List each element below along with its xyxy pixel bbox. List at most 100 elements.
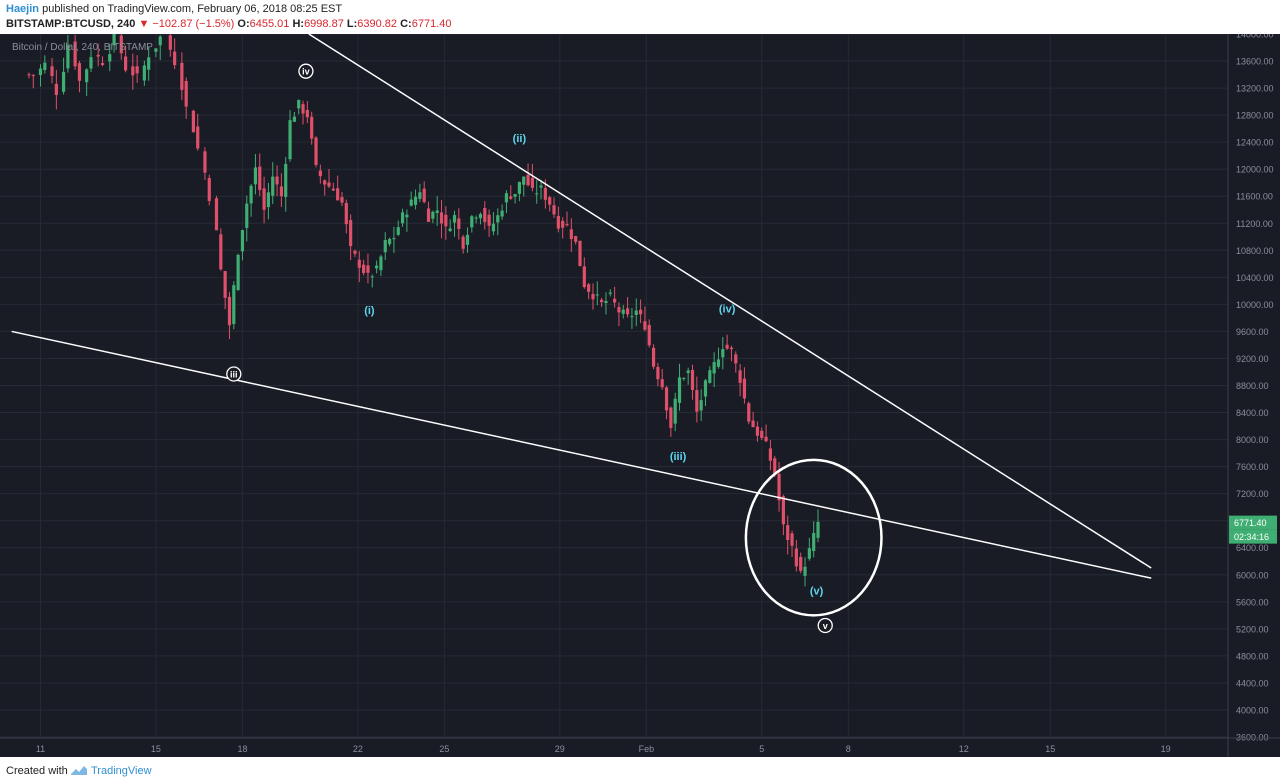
- candle-body: [548, 197, 552, 205]
- candle-body: [366, 265, 370, 273]
- candle-body: [266, 192, 271, 208]
- candle-body: [781, 496, 785, 525]
- candle-body: [794, 548, 798, 567]
- candle-body: [227, 296, 232, 326]
- candle-body: [812, 533, 816, 552]
- candle-body: [470, 216, 474, 228]
- candle-body: [764, 436, 768, 442]
- y-tick-label: 8800.00: [1236, 381, 1269, 391]
- wave-circle-marker: [817, 617, 833, 634]
- candle-body: [452, 215, 457, 223]
- tradingview-link[interactable]: TradingView: [91, 765, 152, 777]
- wave-label: iii: [230, 370, 238, 380]
- x-tick-label: 22: [353, 744, 363, 754]
- candle-body: [349, 220, 353, 247]
- candle-body: [292, 116, 296, 122]
- candle-body: [54, 83, 58, 95]
- wave-label: (i): [364, 305, 375, 317]
- candle-body: [249, 185, 253, 204]
- candle-body: [561, 220, 565, 228]
- candle-body: [582, 266, 586, 288]
- candle-body: [734, 354, 738, 364]
- candle-body: [207, 178, 211, 201]
- candle-body: [729, 347, 734, 350]
- publish-info: Haejin published on TradingView.com, Feb…: [6, 3, 342, 15]
- wave-label: iv: [302, 67, 310, 77]
- candle-body: [435, 210, 439, 213]
- candle-body: [279, 186, 283, 197]
- candle-body: [275, 176, 279, 185]
- candle-body: [439, 212, 444, 224]
- x-tick-label: 5: [759, 744, 764, 754]
- y-tick-label: 12000.00: [1236, 165, 1274, 175]
- candle-body: [539, 185, 543, 188]
- candle-body: [638, 309, 643, 315]
- candle-body: [318, 170, 322, 177]
- candle-body: [491, 223, 496, 232]
- y-tick-label: 8400.00: [1236, 408, 1269, 418]
- candle-body: [604, 300, 608, 303]
- candle-body: [643, 321, 647, 330]
- chart-area[interactable]: Bitcoin / Dollar, 240, BITSTAMP 14000.00…: [0, 34, 1280, 757]
- y-tick-label: 13200.00: [1236, 84, 1274, 94]
- candle-body: [664, 387, 669, 411]
- candle-body: [682, 378, 686, 380]
- candle-body: [422, 188, 426, 203]
- close-label: C:: [400, 18, 412, 30]
- header-bar: Haejin published on TradingView.com, Feb…: [0, 0, 1280, 34]
- candle-body: [478, 213, 483, 219]
- candle-body: [418, 192, 422, 199]
- candle-body: [38, 68, 43, 76]
- candle-body: [96, 54, 100, 57]
- y-tick-label: 9600.00: [1236, 327, 1269, 337]
- y-tick-label: 11200.00: [1236, 219, 1273, 229]
- wave-label: v: [823, 621, 828, 631]
- candle-body: [184, 80, 188, 107]
- candle-body: [673, 398, 677, 424]
- candle-body: [431, 211, 435, 219]
- candle-body: [158, 36, 162, 46]
- candle-body: [240, 230, 245, 252]
- x-tick-label: 11: [36, 744, 45, 754]
- candle-body: [379, 256, 383, 271]
- candle-body: [262, 188, 266, 210]
- candle-body: [50, 66, 54, 77]
- candle-body: [535, 193, 539, 195]
- candle-body: [500, 210, 504, 217]
- candle-body: [61, 71, 66, 92]
- wave-circle-marker: [226, 366, 242, 382]
- candle-body: [699, 400, 703, 411]
- candle-body: [426, 208, 431, 222]
- published-text: published on TradingView.com, February 0…: [42, 3, 343, 15]
- candle-body: [695, 390, 699, 412]
- candle-body: [504, 193, 509, 203]
- y-tick-label: 10800.00: [1236, 246, 1274, 256]
- footer-bar: Created with TradingView: [0, 757, 1280, 784]
- candle-body: [660, 379, 664, 388]
- candle-body: [543, 187, 547, 200]
- candle-body: [271, 176, 275, 196]
- candle-body: [168, 35, 172, 50]
- y-tick-label: 6400.00: [1236, 543, 1269, 553]
- author-link[interactable]: Haejin: [6, 3, 40, 15]
- candle-body: [73, 41, 77, 67]
- candle-body: [656, 367, 660, 380]
- open-label: O:: [237, 18, 250, 30]
- countdown-tag: [1229, 529, 1277, 544]
- candle-body: [747, 403, 751, 422]
- candle-body: [245, 203, 249, 228]
- candle-body: [721, 349, 725, 358]
- candle-body: [807, 548, 811, 559]
- candle-body: [214, 198, 219, 231]
- candle-body: [790, 533, 794, 546]
- candle-body: [219, 234, 223, 270]
- candle-body: [526, 174, 530, 186]
- candle-body: [725, 344, 729, 349]
- x-tick-label: 12: [959, 744, 969, 754]
- candle-body: [634, 310, 638, 315]
- symbol-info: BITSTAMP:BTCUSD, 240 ▼ −102.87 (−1.5%) O…: [6, 18, 451, 30]
- candle-body: [755, 426, 760, 436]
- price-chart-svg[interactable]: 14000.00 13600.00 13200.00 12800.00 12400.00…: [0, 34, 1280, 757]
- candle-body: [344, 203, 348, 225]
- candle-body: [108, 54, 112, 62]
